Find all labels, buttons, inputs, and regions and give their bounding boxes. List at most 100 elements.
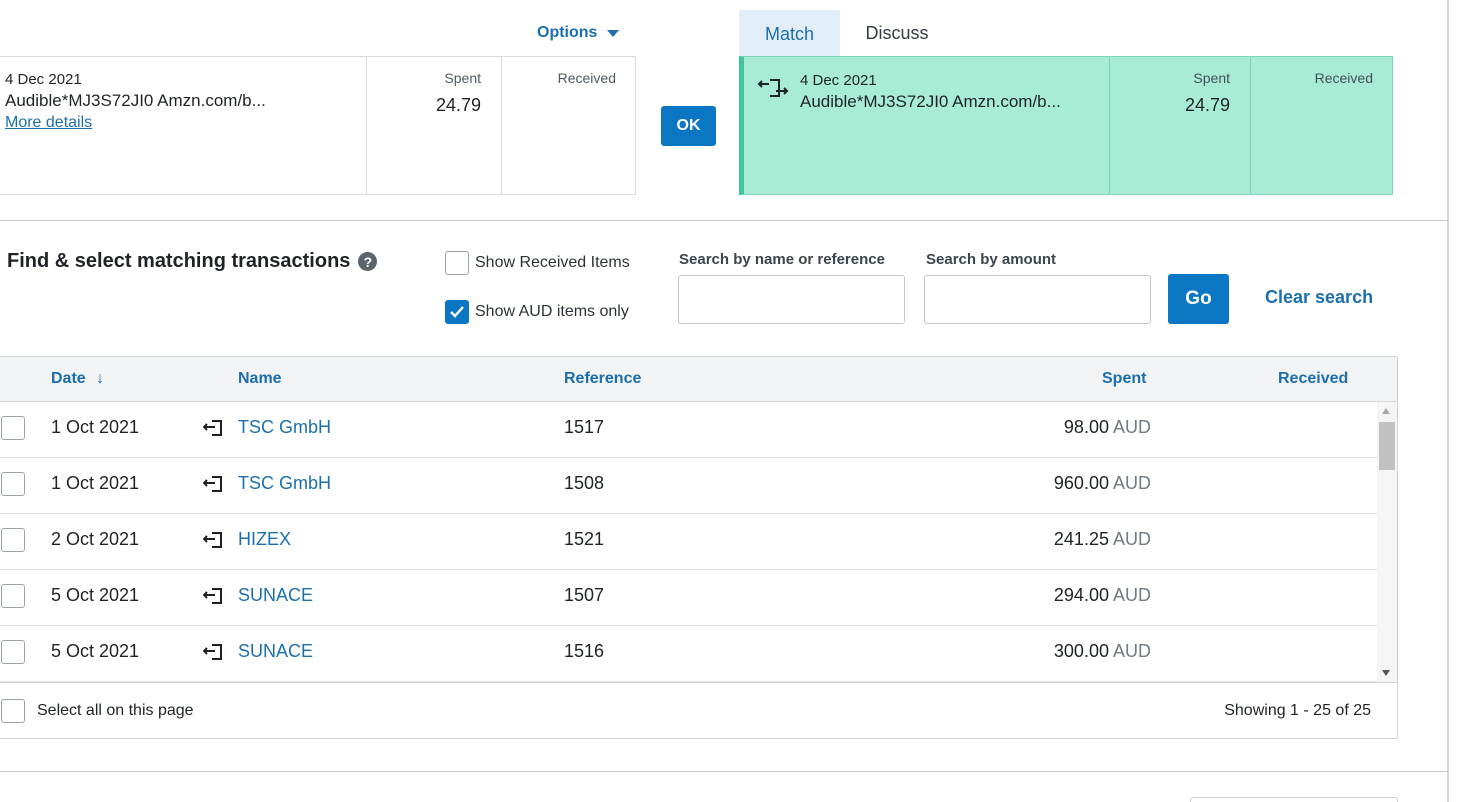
bottom-control[interactable] (1190, 797, 1398, 802)
table-scrollbar[interactable] (1377, 402, 1397, 682)
table-header: Date ↓ Name Reference Spent Received (0, 357, 1397, 402)
statement-received-cell: Received (501, 57, 636, 194)
page-edge (1447, 0, 1449, 802)
find-section-title: Find & select matching transactions ? (7, 250, 378, 273)
matched-description: Audible*MJ3S72JI0 Amzn.com/b... (800, 92, 1061, 111)
scroll-down-icon[interactable] (1382, 670, 1390, 676)
row-reference: 1508 (564, 473, 605, 493)
tab-match[interactable]: Match (739, 10, 840, 56)
header-date-label: Date (51, 370, 86, 387)
scroll-thumb[interactable] (1379, 422, 1395, 470)
transaction-type-icon (203, 420, 222, 436)
row-reference: 1507 (564, 585, 605, 605)
table-row[interactable]: 2 Oct 2021 HIZEX 1521 241.25 AUD (0, 514, 1377, 570)
row-checkbox[interactable] (1, 640, 25, 664)
row-spent-value: 300.00 (1053, 641, 1109, 661)
show-received-checkbox[interactable] (445, 251, 469, 275)
chevron-down-icon (607, 29, 620, 37)
row-spent-value: 98.00 (1063, 417, 1109, 437)
select-all-label: Select all on this page (37, 702, 194, 719)
row-reference: 1516 (564, 641, 605, 661)
row-spent-value: 241.25 (1053, 529, 1109, 549)
table-row[interactable]: 5 Oct 2021 SUNACE 1507 294.00 AUD (0, 570, 1377, 626)
transaction-type-icon (203, 644, 222, 660)
row-currency: AUD (1112, 585, 1151, 605)
search-name-input[interactable] (678, 275, 905, 324)
spent-value: 24.79 (435, 95, 481, 115)
row-currency: AUD (1112, 473, 1151, 493)
matched-received-label: Received (1314, 70, 1373, 86)
table-body: 1 Oct 2021 TSC GmbH 1517 98.00 AUD 1 Oct… (0, 402, 1377, 682)
search-amount-input[interactable] (924, 275, 1151, 324)
received-label: Received (557, 70, 616, 86)
matched-transaction-card[interactable]: 4 Dec 2021 Audible*MJ3S72JI0 Amzn.com/b.… (739, 56, 1393, 195)
row-reference: 1517 (564, 417, 605, 437)
table-row[interactable]: 1 Oct 2021 TSC GmbH 1517 98.00 AUD (0, 402, 1377, 458)
matched-spent-label: Spent (1193, 70, 1230, 86)
matched-spent-value: 24.79 (1184, 95, 1230, 115)
matched-date: 4 Dec 2021 (800, 72, 877, 89)
options-dropdown[interactable]: Options (537, 24, 620, 42)
show-received-label: Show Received Items (475, 254, 630, 271)
table-footer: Select all on this page Showing 1 - 25 o… (0, 682, 1397, 738)
sort-down-icon: ↓ (96, 370, 105, 387)
row-name[interactable]: SUNACE (238, 585, 314, 605)
row-name[interactable]: SUNACE (238, 641, 314, 661)
transaction-type-icon (203, 588, 222, 604)
show-aud-label: Show AUD items only (475, 303, 629, 320)
header-received[interactable]: Received (1278, 370, 1349, 387)
scroll-up-icon[interactable] (1382, 408, 1390, 414)
show-received-toggle[interactable]: Show Received Items (445, 251, 630, 275)
checkmark-icon (450, 306, 464, 318)
row-checkbox[interactable] (1, 472, 25, 496)
row-spent: 960.00 AUD (1054, 473, 1151, 494)
select-all-checkbox[interactable] (1, 699, 25, 723)
pagination-summary: Showing 1 - 25 of 25 (1224, 702, 1371, 719)
matched-spent-cell: Spent 24.79 (1109, 57, 1250, 194)
row-checkbox[interactable] (1, 528, 25, 552)
search-amount-label: Search by amount (926, 251, 1057, 268)
options-label: Options (537, 24, 598, 41)
row-spent: 241.25 AUD (1054, 529, 1151, 550)
transfer-icon (757, 79, 789, 97)
row-spent-value: 294.00 (1053, 585, 1109, 605)
table-row[interactable]: 5 Oct 2021 SUNACE 1516 300.00 AUD (0, 626, 1377, 682)
table-row[interactable]: 1 Oct 2021 TSC GmbH 1508 960.00 AUD (0, 458, 1377, 514)
statement-spent-cell: Spent 24.79 (366, 57, 501, 194)
header-spent[interactable]: Spent (1102, 370, 1147, 387)
statement-description: Audible*MJ3S72JI0 Amzn.com/b... (5, 91, 266, 110)
spent-label: Spent (444, 70, 481, 86)
row-name[interactable]: TSC GmbH (238, 473, 332, 493)
show-aud-checkbox[interactable] (445, 300, 469, 324)
header-name[interactable]: Name (238, 370, 282, 387)
matched-details: 4 Dec 2021 Audible*MJ3S72JI0 Amzn.com/b.… (744, 57, 1109, 194)
find-title-text: Find & select matching transactions (7, 250, 351, 272)
row-checkbox[interactable] (1, 416, 25, 440)
statement-line-card: 4 Dec 2021 Audible*MJ3S72JI0 Amzn.com/b.… (0, 56, 636, 195)
row-reference: 1521 (564, 529, 605, 549)
matched-received-cell: Received (1250, 57, 1393, 194)
row-currency: AUD (1112, 529, 1151, 549)
go-button[interactable]: Go (1168, 274, 1229, 324)
row-name[interactable]: HIZEX (238, 529, 292, 549)
statement-date: 4 Dec 2021 (5, 71, 82, 88)
row-spent: 294.00 AUD (1054, 585, 1151, 606)
ok-button[interactable]: OK (661, 106, 716, 146)
more-details-link[interactable]: More details (5, 114, 93, 131)
header-reference[interactable]: Reference (564, 370, 642, 387)
header-date[interactable]: Date ↓ (51, 370, 104, 388)
row-name[interactable]: TSC GmbH (238, 417, 332, 437)
tab-discuss[interactable]: Discuss (865, 22, 929, 43)
transaction-type-icon (203, 532, 222, 548)
show-aud-toggle[interactable]: Show AUD items only (445, 300, 629, 324)
statement-details: 4 Dec 2021 Audible*MJ3S72JI0 Amzn.com/b.… (0, 57, 366, 194)
clear-search-link[interactable]: Clear search (1265, 287, 1374, 307)
row-currency: AUD (1112, 417, 1151, 437)
transaction-type-icon (203, 476, 222, 492)
row-date: 2 Oct 2021 (51, 529, 140, 549)
section-divider (0, 220, 1448, 221)
row-checkbox[interactable] (1, 584, 25, 608)
help-icon[interactable]: ? (358, 252, 378, 271)
row-spent-value: 960.00 (1053, 473, 1109, 493)
footer-divider (0, 771, 1448, 772)
